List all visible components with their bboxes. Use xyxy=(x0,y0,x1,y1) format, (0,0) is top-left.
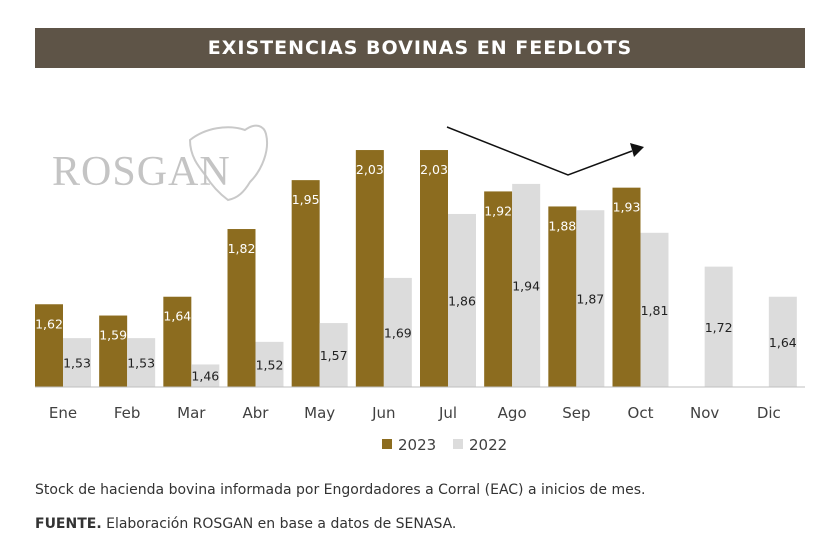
x-tick-jun: Jun xyxy=(371,404,395,422)
bar-2022-sep xyxy=(576,210,605,387)
chart-title: EXISTENCIAS BOVINAS EN FEEDLOTS xyxy=(35,28,805,68)
data-label-2023-jul: 2,03 xyxy=(420,162,448,177)
data-label-2023-feb: 1,59 xyxy=(99,328,127,343)
bar-2022-feb xyxy=(127,338,156,387)
data-label-2023-mar: 1,64 xyxy=(163,309,191,324)
x-tick-mar: Mar xyxy=(177,404,206,422)
data-label-2023-ago: 1,92 xyxy=(484,203,512,218)
data-label-2023-jun: 2,03 xyxy=(356,162,384,177)
x-tick-ago: Ago xyxy=(498,404,527,422)
x-tick-nov: Nov xyxy=(690,404,719,422)
x-tick-feb: Feb xyxy=(114,404,141,422)
data-label-2023-oct: 1,93 xyxy=(613,200,641,215)
x-tick-dic: Dic xyxy=(757,404,781,422)
legend-swatch-2023 xyxy=(382,439,392,449)
footnote: Stock de hacienda bovina informada por E… xyxy=(35,482,646,498)
bar-2022-jul xyxy=(448,213,476,387)
legend-label-2023: 2023 xyxy=(398,436,436,454)
legend-label-2022: 2022 xyxy=(469,436,507,454)
data-label-2022-jul: 1,86 xyxy=(448,293,476,308)
trend-arrow xyxy=(446,126,644,176)
legend: 2023 2022 xyxy=(382,436,507,454)
data-label-2022-nov: 1,72 xyxy=(705,320,733,335)
bar-2023-oct xyxy=(612,187,641,387)
data-label-2022-jun: 1,69 xyxy=(384,325,412,340)
bar-2023-mar xyxy=(163,296,192,387)
data-label-2022-sep: 1,87 xyxy=(576,292,604,307)
x-tick-abr: Abr xyxy=(243,404,270,422)
bar-2023-feb xyxy=(99,315,128,387)
data-label-2022-ene: 1,53 xyxy=(63,356,91,371)
bar-2023-may xyxy=(291,180,320,387)
bar-2022-may xyxy=(319,323,348,387)
data-label-2023-may: 1,95 xyxy=(292,192,320,207)
data-label-2022-mar: 1,46 xyxy=(191,369,219,384)
data-label-2023-ene: 1,62 xyxy=(35,316,63,331)
data-label-2023-abr: 1,82 xyxy=(228,241,256,256)
data-label-2022-dic: 1,64 xyxy=(769,335,797,350)
x-tick-jul: Jul xyxy=(438,404,457,422)
bar-2023-sep xyxy=(548,206,577,387)
data-label-2022-ago: 1,94 xyxy=(512,278,540,293)
bar-2022-ene xyxy=(63,338,91,387)
bar-chart: ROSGAN 1,621,531,591,531,641,461,821,521… xyxy=(35,124,805,454)
bar-2022-oct xyxy=(640,232,669,387)
watermark-text: ROSGAN xyxy=(52,149,231,195)
bar-2022-ago xyxy=(512,183,541,387)
x-axis-ticks: Ene Feb Mar Abr May Jun Jul Ago Sep Oct Nov Dic xyxy=(49,404,781,422)
bar-2022-nov xyxy=(704,266,733,387)
legend-swatch-2022 xyxy=(453,439,463,449)
data-label-2022-feb: 1,53 xyxy=(127,356,155,371)
x-tick-oct: Oct xyxy=(628,404,654,422)
data-label-2022-oct: 1,81 xyxy=(641,303,669,318)
x-tick-sep: Sep xyxy=(562,404,590,422)
bar-2022-dic xyxy=(768,296,797,387)
data-label-2022-abr: 1,52 xyxy=(256,357,284,372)
bar-2023-abr xyxy=(227,229,256,387)
bar-2022-mar xyxy=(191,364,220,387)
source-note: FUENTE. Elaboración ROSGAN en base a dat… xyxy=(35,516,456,532)
source-text: Elaboración ROSGAN en base a datos de SE… xyxy=(101,516,457,532)
source-label: FUENTE. xyxy=(35,516,102,532)
bar-2023-jul xyxy=(420,150,448,387)
bar-2023-ago xyxy=(484,191,513,387)
data-label-2022-may: 1,57 xyxy=(320,348,348,363)
data-label-2023-sep: 1,88 xyxy=(548,218,576,233)
rosgan-logo: ROSGAN xyxy=(52,124,268,202)
bar-2023-ene xyxy=(35,304,63,387)
x-tick-may: May xyxy=(304,404,335,422)
x-tick-ene: Ene xyxy=(49,404,77,422)
bars-group: 1,621,531,591,531,641,461,821,521,951,57… xyxy=(35,150,797,387)
bar-2023-jun xyxy=(355,150,384,387)
bull-head-icon xyxy=(188,124,268,202)
bar-2022-jun xyxy=(383,277,412,387)
bar-2022-abr xyxy=(255,341,284,387)
